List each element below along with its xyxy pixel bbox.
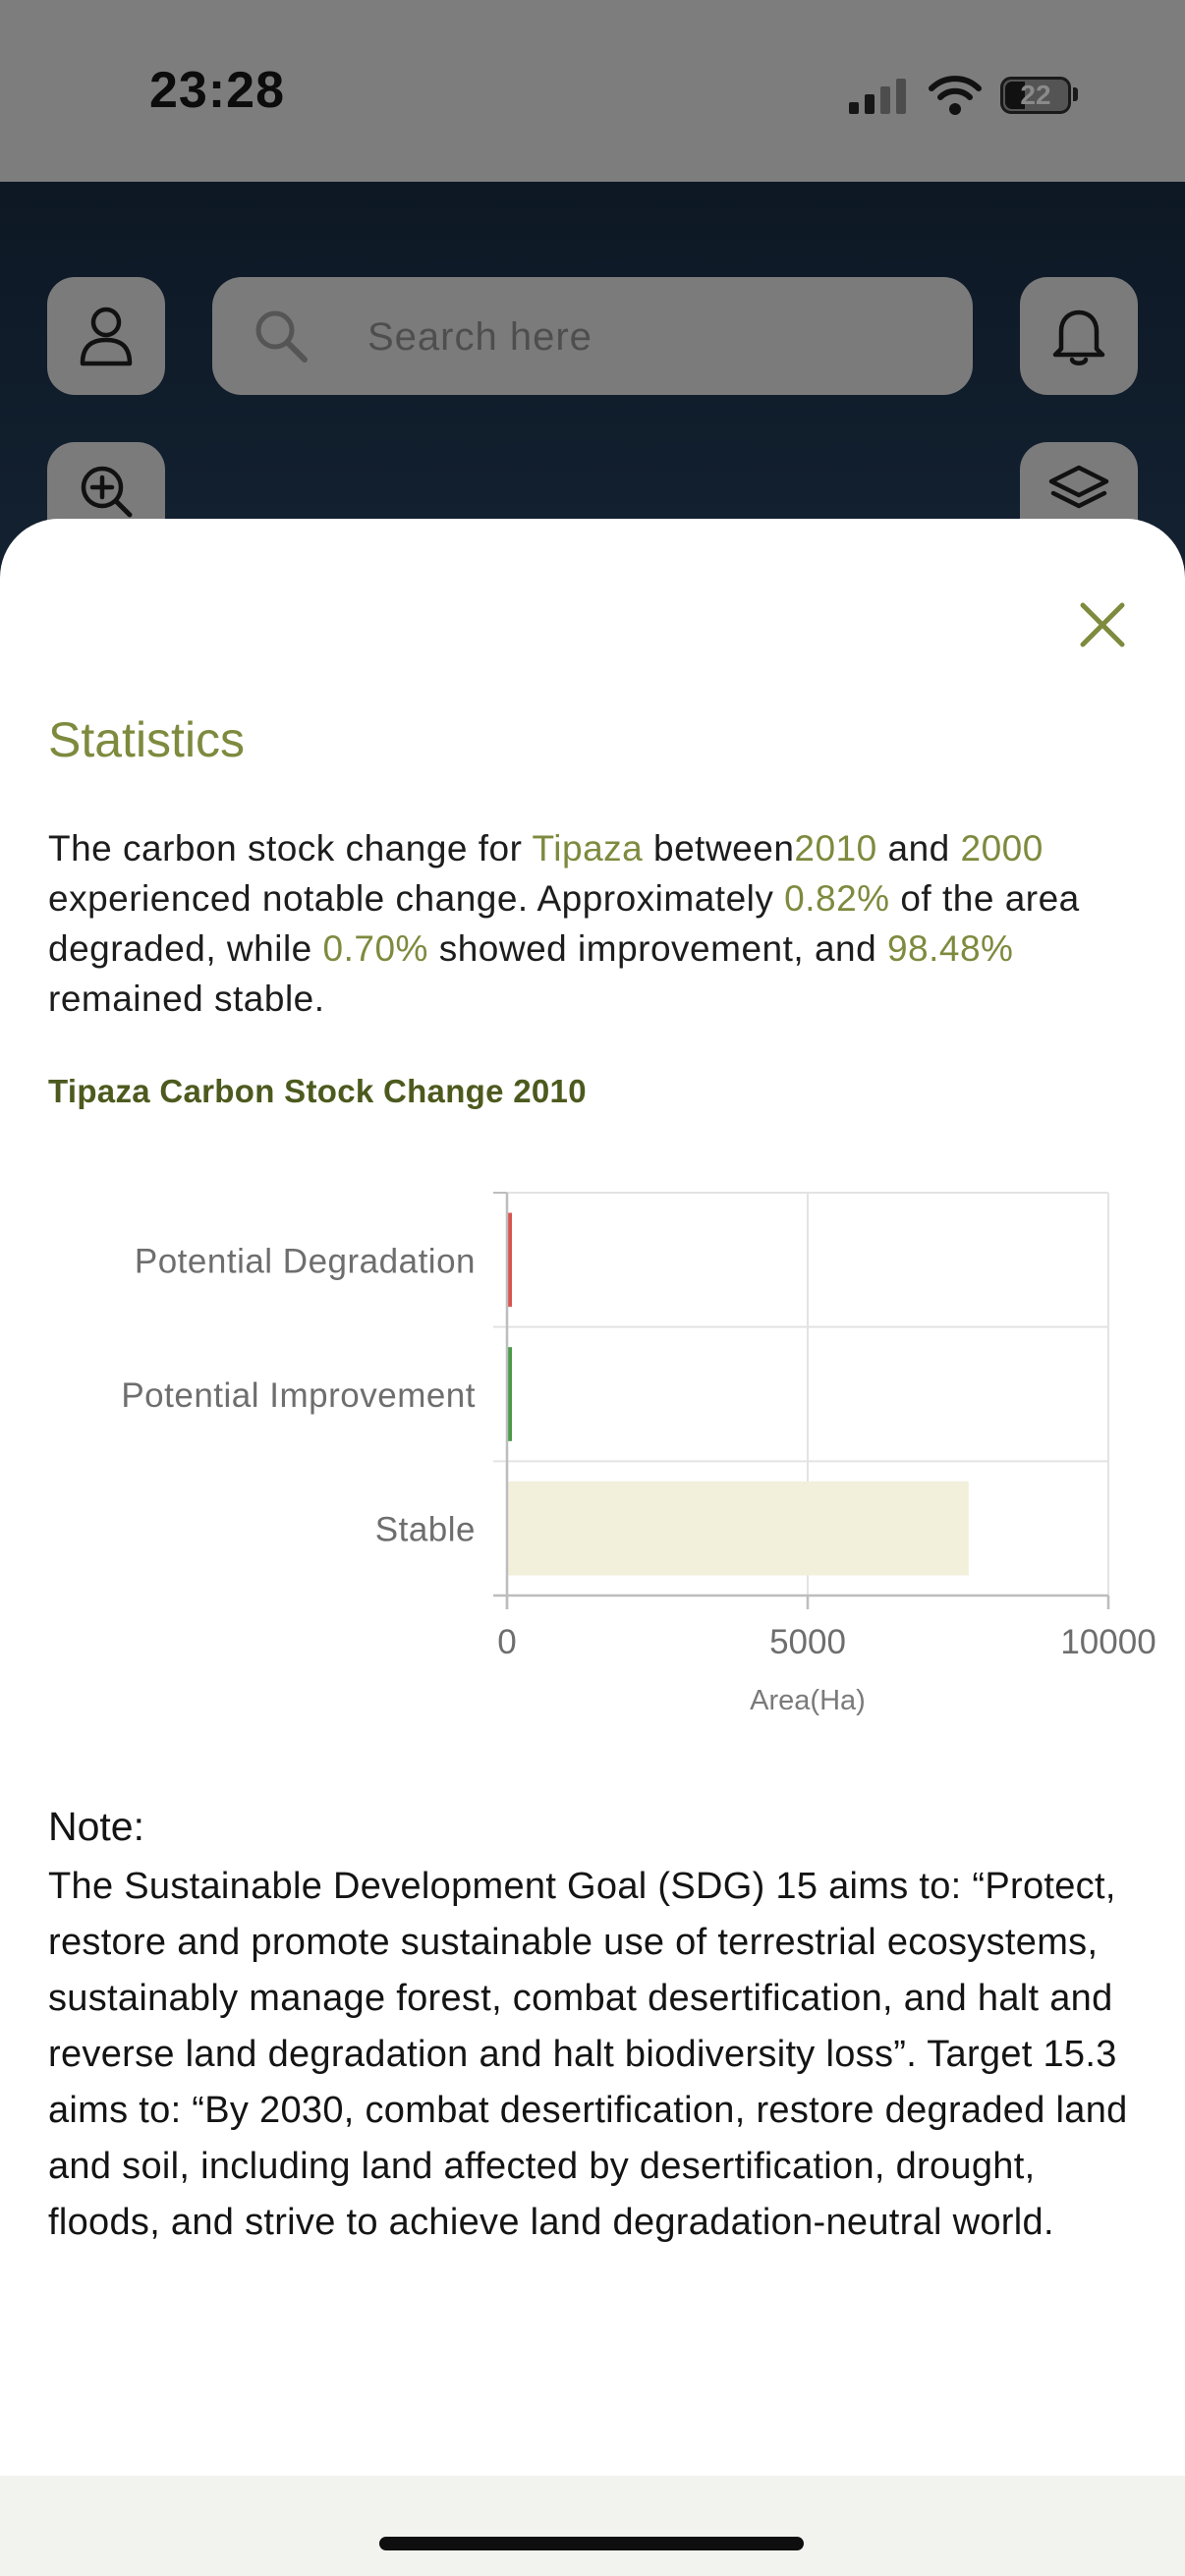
x-tick-label: 5000 — [769, 1623, 846, 1661]
sheet-title: Statistics — [48, 712, 246, 767]
region-name: Tipaza — [532, 828, 644, 868]
pct-stable: 98.48% — [886, 928, 1014, 969]
search-bar[interactable] — [212, 277, 973, 395]
summary-text-6: showed improvement, and — [427, 928, 887, 969]
year-b: 2000 — [960, 828, 1044, 868]
year-a: 2010 — [794, 828, 877, 868]
pct-degraded: 0.82% — [784, 878, 890, 919]
status-bar: 23:28 22 — [0, 0, 1185, 182]
summary-text-3: and — [876, 828, 961, 868]
y-tick-label: Potential Degradation — [135, 1242, 476, 1280]
summary-text-1: The carbon stock change for — [48, 828, 533, 868]
wifi-icon — [929, 76, 982, 115]
note-text: The Sustainable Development Goal (SDG) 1… — [48, 1866, 1128, 2243]
summary-text-7: remained stable. — [48, 979, 325, 1019]
close-icon[interactable] — [1077, 599, 1128, 650]
note-label: Note: — [48, 1804, 144, 1849]
summary-text-4: experienced notable change. Approximatel… — [48, 878, 785, 919]
battery-cap — [1073, 87, 1078, 101]
y-tick-label: Stable — [375, 1511, 476, 1549]
y-tick-label: Potential Improvement — [121, 1376, 476, 1415]
search-icon — [255, 310, 308, 363]
carbon-stock-bar-chart: Potential Degradation Potential Improveme… — [121, 1192, 1157, 1716]
x-tick-label: 0 — [497, 1623, 516, 1661]
pct-improved: 0.70% — [322, 928, 428, 969]
person-icon — [80, 307, 133, 366]
notifications-button[interactable] — [1020, 277, 1138, 395]
x-tick-label: 10000 — [1060, 1623, 1156, 1661]
bell-icon — [1052, 309, 1105, 365]
cellular-signal-icon — [849, 79, 906, 114]
summary-text: The carbon stock change for Tipaza betwe… — [48, 823, 1149, 1024]
x-axis-label: Area(Ha) — [750, 1685, 866, 1716]
status-time: 23:28 — [149, 62, 285, 119]
bar-stable — [508, 1481, 969, 1576]
summary-text-5: of the area degraded, while — [48, 878, 1080, 969]
search-input[interactable] — [366, 305, 939, 369]
summary-text-2: between — [643, 828, 795, 868]
bar-potential-degradation — [508, 1212, 512, 1308]
home-indicator[interactable] — [379, 2537, 804, 2550]
layers-icon — [1048, 465, 1109, 509]
bottom-safe-area — [0, 2476, 1185, 2576]
zoom-in-icon — [81, 466, 133, 518]
chart-title: Tipaza Carbon Stock Change 2010 — [48, 1073, 587, 1109]
battery-level: 22 — [1020, 80, 1051, 110]
bar-potential-improvement — [508, 1347, 512, 1441]
profile-button[interactable] — [47, 277, 165, 395]
battery-icon: 22 — [1000, 77, 1071, 114]
